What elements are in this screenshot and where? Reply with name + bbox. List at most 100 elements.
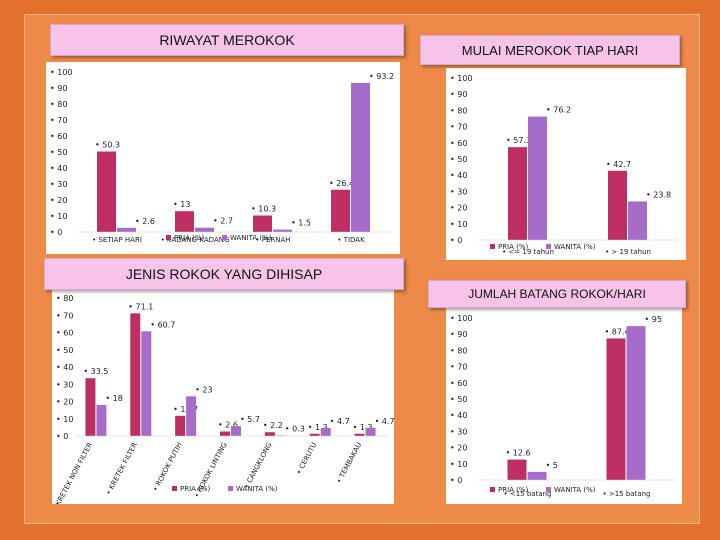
bar-pria	[253, 215, 272, 232]
y-tick-label: • 60	[450, 139, 467, 148]
data-label: • 0.3	[285, 424, 305, 433]
category-label: • TEMBAKAU	[335, 441, 363, 485]
y-tick-label: • 40	[450, 171, 467, 180]
legend-label: PRIA (%)	[498, 486, 529, 494]
legend-swatch	[490, 244, 495, 249]
category-label: • KADANG-KADANG	[161, 236, 230, 244]
y-tick-label: • 80	[50, 100, 67, 109]
y-tick-label: • 40	[56, 363, 73, 372]
bar-wanita	[117, 227, 136, 232]
jenis-title: JENIS ROKOK YANG DIHISAP	[44, 258, 404, 290]
data-label: • 23.8	[646, 190, 671, 199]
y-tick-label: • 90	[450, 330, 467, 339]
category-label: • KRETEK FILTER	[105, 441, 140, 496]
legend-label: PRIA (%)	[174, 234, 205, 242]
bar-pria	[264, 432, 275, 436]
legend-label: PRIA (%)	[498, 243, 529, 251]
bar-wanita	[628, 201, 647, 240]
y-tick-label: • 30	[450, 427, 467, 436]
bar-wanita	[275, 435, 286, 436]
y-tick-label: • 100	[50, 68, 73, 77]
jumlah-title: JUMLAH BATANG ROKOK/HARI	[428, 280, 686, 308]
data-label: • 18	[105, 394, 122, 403]
riwayat-chart: • 0 • 10 • 20 • 30 • 40 • 50 • 60 • 70 • 80 • 90 •…	[50, 68, 394, 244]
legend-label: WANITA (%)	[554, 243, 596, 251]
y-tick-label: • 0	[56, 432, 68, 441]
bar-pria	[175, 211, 194, 232]
legend-swatch	[166, 235, 171, 240]
bar-pria	[608, 170, 627, 240]
data-label: • 13	[173, 200, 190, 209]
bar-wanita	[351, 82, 370, 232]
y-tick-label: • 30	[50, 180, 67, 189]
bar-wanita	[141, 331, 152, 436]
bar-pria	[508, 147, 527, 240]
y-tick-label: • 40	[50, 164, 67, 173]
bar-wanita	[527, 471, 547, 480]
data-label: • 23	[195, 385, 212, 394]
bar-wanita	[186, 396, 197, 436]
category-label: • > 19 tahun	[605, 248, 651, 256]
y-tick-label: • 80	[450, 106, 467, 115]
bar-pria	[507, 459, 527, 480]
y-tick-label: • 0	[450, 236, 462, 245]
legend-swatch	[172, 486, 177, 491]
y-tick-label: • 70	[56, 311, 73, 320]
category-label: • CANGKLONG	[243, 441, 274, 490]
data-label: • 76.2	[546, 106, 571, 115]
bar-pria	[331, 189, 350, 232]
y-tick-label: • 80	[450, 346, 467, 355]
y-tick-label: • 30	[56, 380, 73, 389]
bar-wanita	[96, 404, 107, 436]
data-label: • 42.7	[606, 160, 631, 169]
mulai-title: MULAI MEROKOK TIAP HARI	[420, 35, 680, 65]
y-tick-label: • 10	[50, 212, 67, 221]
mulai-chart-panel: • 0 • 10 • 20 • 30 • 40 • 50 • 60 • 70 • 80 • 90 •…	[446, 68, 686, 260]
jumlah-chart: • 0 • 10 • 20 • 30 • 40 • 50 • 60 • 70 • 80 • 90 •…	[450, 314, 676, 498]
y-tick-label: • 50	[50, 148, 67, 157]
data-label: • 33.5	[83, 367, 108, 376]
bar-pria	[309, 433, 320, 436]
data-label: • 50.3	[95, 141, 120, 150]
data-label: • 2.6	[218, 421, 238, 430]
legend-swatch	[546, 487, 551, 492]
jenis-chart-panel: • 0 • 10 • 20 • 30 • 40 • 50 • 60 • 70 • 80 • 33.…	[51, 288, 395, 513]
bar-pria	[85, 378, 96, 436]
y-tick-label: • 100	[450, 314, 473, 323]
y-tick-label: • 0	[450, 476, 462, 485]
bar-wanita	[195, 227, 214, 232]
y-tick-label: • 100	[450, 74, 473, 83]
bar-wanita	[528, 116, 547, 240]
category-label: • >15 batang	[603, 490, 651, 498]
riwayat-chart-panel: • 0 • 10 • 20 • 30 • 40 • 50 • 60 • 70 • 80 • 90 •…	[46, 62, 400, 254]
y-tick-label: • 60	[450, 379, 467, 388]
legend-swatch	[228, 486, 233, 491]
data-label: • 95	[645, 315, 662, 324]
y-tick-label: • 0	[50, 228, 62, 237]
data-label: • 2.7	[213, 217, 233, 226]
category-label: • <15 batang	[504, 490, 552, 498]
category-label: • KRETEK NON FILTER	[52, 441, 94, 504]
data-label: • 4.7	[330, 417, 350, 426]
y-tick-label: • 70	[450, 363, 467, 372]
y-tick-label: • 60	[56, 329, 73, 338]
data-label: • 5	[546, 461, 558, 470]
data-label: • 71.1	[128, 302, 153, 311]
y-tick-label: • 30	[450, 187, 467, 196]
y-tick-label: • 20	[56, 398, 73, 407]
data-label: • 2.6	[135, 217, 155, 226]
data-label: • 57.3	[506, 136, 531, 145]
jenis-chart: • 0 • 10 • 20 • 30 • 40 • 50 • 60 • 70 • 80 • 33.…	[51, 294, 394, 513]
data-label: • 1.5	[291, 219, 311, 228]
legend-label: WANITA (%)	[230, 234, 272, 242]
data-label: • 11.7	[173, 405, 198, 414]
data-label: • 4.7	[375, 417, 394, 426]
data-label: • 12.6	[506, 449, 531, 458]
y-tick-label: • 70	[450, 123, 467, 132]
jumlah-chart-panel: • 0 • 10 • 20 • 30 • 40 • 50 • 60 • 70 • 80 • 90 •…	[446, 308, 682, 504]
data-label: • 5.7	[240, 415, 260, 424]
category-label: • CERUTU	[295, 441, 319, 476]
bar-pria	[130, 313, 141, 436]
category-label: • TIDAK	[337, 236, 365, 244]
